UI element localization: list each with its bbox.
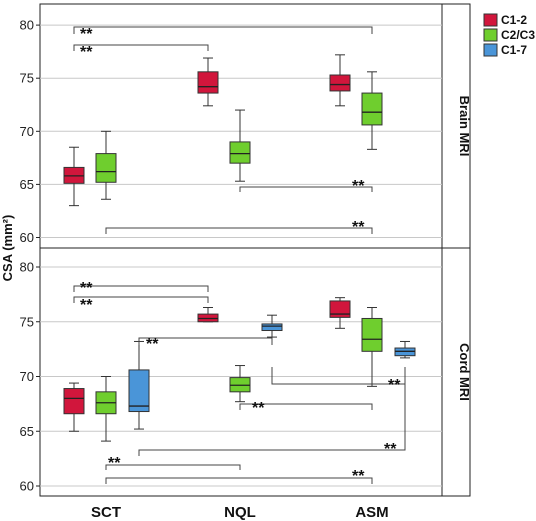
significance-bracket — [105, 227, 373, 234]
significance-label: ** — [80, 297, 93, 314]
y-tick-label: 60 — [20, 479, 34, 494]
plot-frame — [39, 3, 471, 497]
significance-bracket — [73, 285, 209, 292]
legend-swatch — [483, 43, 498, 57]
panel-label: Cord MRI — [457, 343, 472, 401]
significance-label: ** — [252, 400, 265, 417]
y-tick-label: 75 — [20, 71, 34, 86]
significance-bracket — [73, 26, 373, 34]
box-asm-c2-c3 — [361, 317, 383, 352]
y-axis-label: CSA (mm²) — [0, 215, 15, 282]
significance-bracket — [239, 403, 373, 410]
significance-label: ** — [80, 44, 93, 61]
significance-label: ** — [80, 280, 93, 297]
y-tick-label: 80 — [20, 260, 34, 275]
significance-label: ** — [108, 455, 121, 472]
y-tick-label: 60 — [20, 230, 34, 245]
legend-label: C1-2 — [501, 13, 527, 27]
significance-bracket — [73, 44, 209, 51]
box-nql-c2-c3 — [229, 141, 251, 164]
significance-label: ** — [146, 336, 159, 353]
legend-label: C1-7 — [501, 43, 527, 57]
significance-bracket — [105, 464, 241, 470]
box-sct-c2-c3 — [95, 153, 117, 183]
panel-label: Brain MRI — [457, 96, 472, 157]
significance-label: ** — [388, 377, 401, 394]
significance-bracket — [271, 367, 406, 385]
legend-label: C2/C3 — [501, 28, 535, 42]
x-tick-label-nql: NQL — [224, 504, 256, 521]
significance-bracket — [105, 477, 373, 484]
significance-bracket — [138, 337, 273, 345]
y-tick-label: 75 — [20, 314, 34, 329]
y-tick-label: 65 — [20, 424, 34, 439]
box-sct-c1-2 — [63, 388, 85, 415]
y-tick-label: 65 — [20, 177, 34, 192]
box-asm-c2-c3 — [361, 92, 383, 126]
box-asm-c1-2 — [329, 74, 351, 92]
significance-label: ** — [352, 468, 365, 485]
box-nql-c1-7 — [261, 323, 283, 332]
x-tick-label-asm: ASM — [355, 504, 388, 521]
significance-bracket — [138, 372, 406, 456]
significance-label: ** — [80, 26, 93, 43]
legend-swatch — [483, 28, 498, 42]
x-tick-label-sct: SCT — [91, 504, 121, 521]
y-tick-label: 70 — [20, 124, 34, 139]
significance-bracket — [73, 296, 209, 303]
box-asm-c1-2 — [329, 300, 351, 318]
significance-label: ** — [352, 219, 365, 236]
legend-swatch — [483, 13, 498, 27]
significance-label: ** — [352, 178, 365, 195]
y-tick-label: 70 — [20, 369, 34, 384]
box-sct-c1-7 — [128, 369, 150, 413]
significance-bracket — [239, 186, 373, 192]
y-tick-label: 80 — [20, 18, 34, 33]
significance-label: ** — [384, 441, 397, 458]
box-nql-c1-2 — [197, 71, 219, 94]
